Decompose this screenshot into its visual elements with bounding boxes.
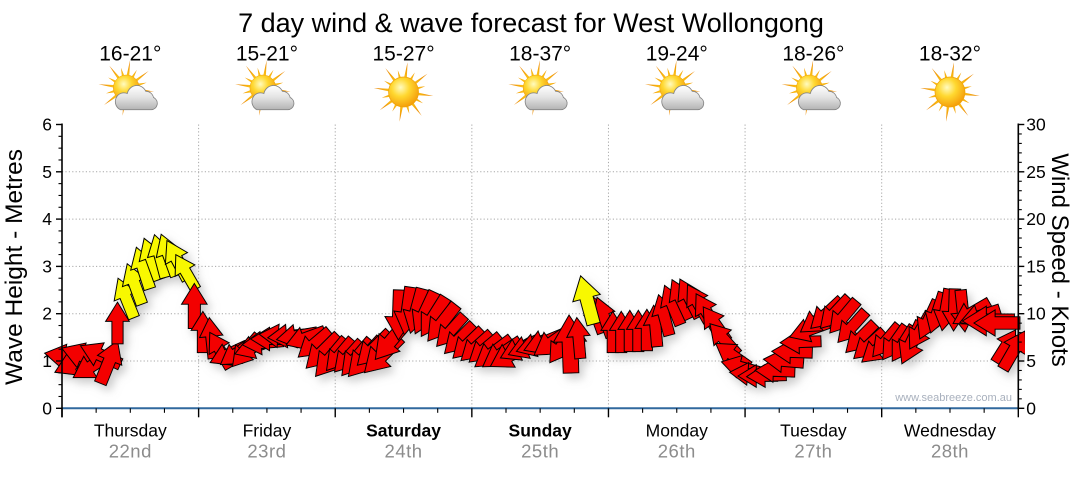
svg-text:Wind Speed - Knots: Wind Speed - Knots bbox=[1046, 153, 1073, 366]
svg-text:22nd: 22nd bbox=[109, 441, 152, 462]
svg-text:Wednesday: Wednesday bbox=[904, 421, 996, 441]
svg-text:20: 20 bbox=[1026, 209, 1046, 229]
svg-text:Thursday: Thursday bbox=[94, 421, 167, 441]
svg-text:18-26°: 18-26° bbox=[782, 43, 844, 66]
svg-text:Friday: Friday bbox=[243, 421, 292, 441]
svg-text:15-21°: 15-21° bbox=[236, 43, 298, 66]
svg-text:0: 0 bbox=[42, 398, 52, 418]
svg-text:30: 30 bbox=[1026, 115, 1046, 135]
svg-text:16-21°: 16-21° bbox=[99, 43, 161, 66]
svg-text:25: 25 bbox=[1026, 162, 1045, 182]
svg-text:2: 2 bbox=[42, 304, 52, 324]
svg-text:24th: 24th bbox=[385, 441, 423, 462]
svg-text:26th: 26th bbox=[658, 441, 696, 462]
svg-text:10: 10 bbox=[1026, 304, 1046, 324]
svg-text:7 day wind & wave forecast for: 7 day wind & wave forecast for West Woll… bbox=[238, 8, 824, 38]
svg-text:18-37°: 18-37° bbox=[509, 43, 571, 66]
svg-text:5: 5 bbox=[1026, 351, 1036, 371]
svg-text:Monday: Monday bbox=[646, 421, 709, 441]
svg-text:15: 15 bbox=[1026, 256, 1045, 276]
svg-text:0: 0 bbox=[1026, 398, 1036, 418]
svg-text:Wave Height - Metres: Wave Height - Metres bbox=[1, 149, 28, 385]
svg-text:Saturday: Saturday bbox=[366, 421, 441, 441]
svg-text:27th: 27th bbox=[794, 441, 832, 462]
svg-text:5: 5 bbox=[42, 162, 52, 182]
svg-text:18-32°: 18-32° bbox=[919, 43, 981, 66]
svg-text:www.seabreeze.com.au: www.seabreeze.com.au bbox=[894, 392, 1012, 404]
svg-text:6: 6 bbox=[42, 115, 52, 135]
svg-text:23rd: 23rd bbox=[247, 441, 286, 462]
svg-text:25th: 25th bbox=[521, 441, 559, 462]
svg-text:15-27°: 15-27° bbox=[372, 43, 434, 66]
svg-text:19-24°: 19-24° bbox=[646, 43, 708, 66]
svg-text:3: 3 bbox=[42, 256, 52, 276]
svg-text:4: 4 bbox=[42, 209, 52, 229]
svg-text:28th: 28th bbox=[931, 441, 969, 462]
svg-text:Sunday: Sunday bbox=[509, 421, 572, 441]
svg-text:1: 1 bbox=[42, 351, 52, 371]
svg-text:Tuesday: Tuesday bbox=[780, 421, 847, 441]
